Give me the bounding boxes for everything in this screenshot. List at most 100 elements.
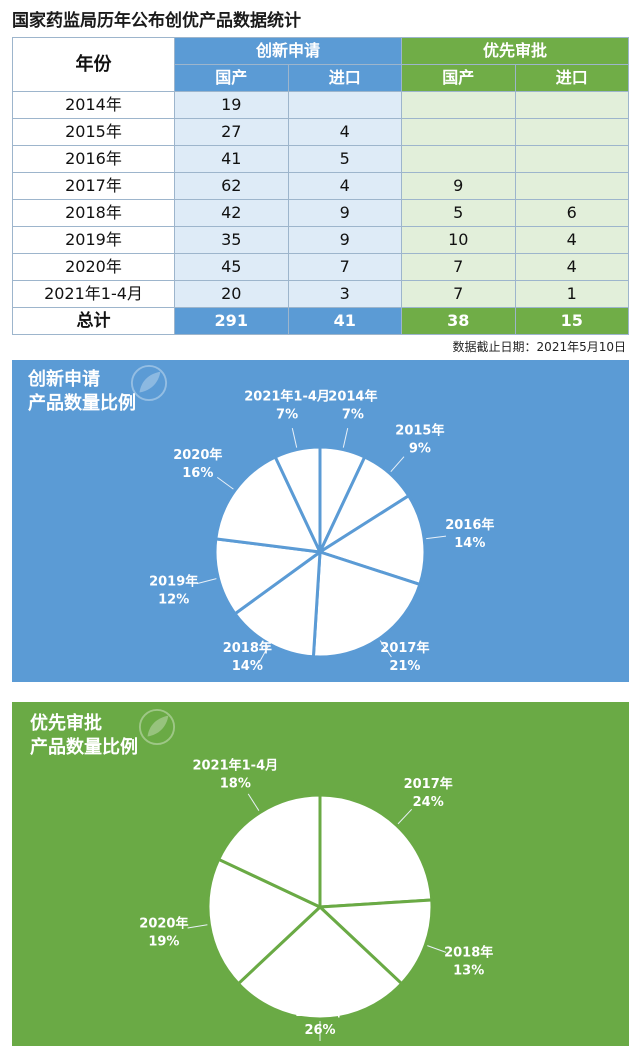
pie-slice: [213, 537, 324, 616]
slice-label: 2019年: [149, 574, 198, 590]
table-cell: 7: [401, 253, 516, 281]
table-cell: [401, 145, 516, 173]
data-cutoff-note: 数据截止日期：2021年5月10日: [452, 340, 626, 354]
slice-percent: 7%: [342, 408, 364, 423]
slice-percent: 13%: [453, 964, 484, 979]
table-cell: 4: [287, 118, 402, 146]
table-cell: 42: [174, 199, 289, 227]
table-cell: 4: [514, 253, 629, 281]
slice-label: 2015年: [395, 423, 444, 439]
table-cell: 35: [174, 226, 289, 254]
slice-label: 2020年: [139, 916, 188, 932]
header-priority: 优先审批: [401, 37, 629, 65]
slice-label: 2018年: [223, 640, 272, 656]
table-row: 2018年 42 9 5 6: [12, 199, 629, 227]
slice-percent: 26%: [304, 1023, 335, 1038]
leader-line: [258, 645, 269, 664]
table-cell: 41: [174, 145, 289, 173]
slice-percent: 24%: [413, 795, 444, 810]
slice-label: 2021年1-4月: [192, 758, 278, 774]
leader-line: [426, 535, 447, 540]
pie-slice: [318, 793, 434, 909]
table-cell: [401, 118, 516, 146]
table-cell: 9: [287, 226, 402, 254]
table-cell: 5: [401, 199, 516, 227]
subheader-innovation-domestic: 国产: [174, 64, 289, 92]
slice-percent: 18%: [220, 777, 251, 792]
slice-percent: 14%: [454, 536, 485, 551]
total-row: 总计 291 41 38 15: [12, 307, 629, 335]
title-line: 创新申请: [28, 369, 100, 390]
table-cell: [514, 118, 629, 146]
total-label: 总计: [12, 307, 175, 335]
table-cell: 9: [401, 172, 516, 200]
subheader-priority-domestic: 国产: [401, 64, 516, 92]
pie-slice: [206, 857, 323, 986]
priority-pie-panel: 2017年 24% 2018年 13% 2019年 26% 2020年 19% 2021年1-4…: [12, 702, 629, 1046]
pie-slice: [232, 548, 322, 659]
leader-line: [247, 793, 260, 811]
leader-line: [379, 640, 392, 658]
table-row: 2015年 27 4: [12, 118, 629, 146]
slice-label: 2016年: [445, 517, 494, 533]
row-year: 2020年: [12, 253, 175, 281]
table-cell: [401, 91, 516, 119]
leader-line: [196, 578, 217, 585]
table-cell: [287, 91, 402, 119]
row-year: 2019年: [12, 226, 175, 254]
row-year: 2014年: [12, 91, 175, 119]
table-cell: 4: [514, 226, 629, 254]
row-year: 2017年: [12, 172, 175, 200]
table-cell: 1: [514, 280, 629, 308]
pie-slice: [311, 549, 422, 659]
slice-percent: 19%: [148, 935, 179, 950]
slice-label: 2014年: [328, 389, 377, 405]
row-year: 2021年1-4月: [12, 280, 175, 308]
innovation-pie-chart: 2014年 7% 2015年 9% 2016年 14% 2017年 21% 2018年 14% 20…: [149, 389, 494, 674]
slice-percent: 9%: [409, 442, 431, 457]
table-cell: 19: [174, 91, 289, 119]
slice-percent: 21%: [389, 659, 420, 674]
statistics-table: 年份 创新申请 优先审批 国产 进口 国产 进口 2014年 19 2015年 …: [12, 37, 629, 335]
subheader-priority-import: 进口: [514, 64, 629, 92]
table-cell: 7: [401, 280, 516, 308]
priority-pie-title: 优先审批 产品数量比例: [30, 712, 138, 760]
table-cell: 45: [174, 253, 289, 281]
leader-line: [397, 808, 413, 825]
table-cell: 10: [401, 226, 516, 254]
title-line: 优先审批: [30, 713, 102, 734]
total-cell: 41: [287, 307, 402, 335]
title-line: 产品数量比例: [28, 393, 136, 414]
table-cell: 62: [174, 172, 289, 200]
table-row: 2021年1-4月 20 3 7 1: [12, 280, 629, 308]
header-year: 年份: [12, 37, 175, 92]
leaf-logo-icon: [138, 708, 176, 746]
row-year: 2018年: [12, 199, 175, 227]
innovation-pie-title: 创新申请 产品数量比例: [28, 368, 136, 416]
pie-slice: [216, 793, 322, 910]
table-cell: 6: [514, 199, 629, 227]
slice-percent: 16%: [182, 466, 213, 481]
leader-line: [390, 456, 405, 473]
slice-label: 2020年: [173, 447, 222, 463]
row-year: 2015年: [12, 118, 175, 146]
table-cell: 27: [174, 118, 289, 146]
leaf-logo-icon: [130, 364, 168, 402]
table-cell: [514, 91, 629, 119]
priority-pie-chart: 2017年 24% 2018年 13% 2019年 26% 2020年 19% 2021年1-4…: [139, 758, 493, 1041]
table-cell: 5: [287, 145, 402, 173]
table-cell: 7: [287, 253, 402, 281]
table-cell: 20: [174, 280, 289, 308]
slice-percent: 12%: [158, 593, 189, 608]
slice-label: 2017年: [380, 640, 429, 656]
table-row: 2014年 19: [12, 91, 629, 119]
pie-slice: [316, 898, 434, 986]
innovation-pie-panel: 2014年 7% 2015年 9% 2016年 14% 2017年 21% 2018年 14% 20…: [12, 360, 629, 682]
pie-slice: [214, 454, 323, 554]
pie-slice: [273, 445, 322, 553]
header-innovation: 创新申请: [174, 37, 402, 65]
pie-slice: [316, 493, 427, 587]
table-cell: 9: [287, 199, 402, 227]
total-cell: 38: [401, 307, 516, 335]
page-title: 国家药监局历年公布创优产品数据统计: [12, 11, 301, 31]
